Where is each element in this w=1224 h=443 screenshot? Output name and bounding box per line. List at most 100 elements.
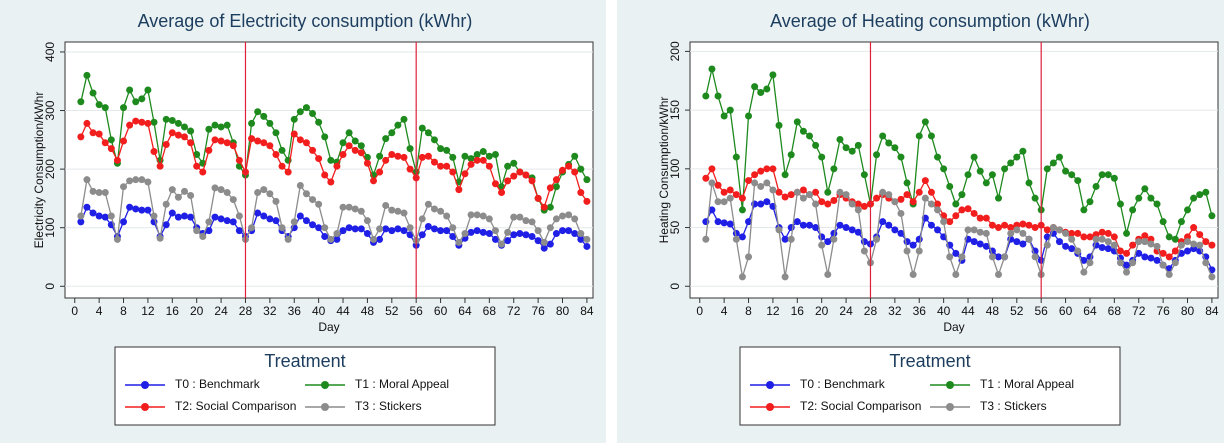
data-point: [211, 121, 219, 129]
x-tick-label: 4: [96, 304, 103, 318]
x-tick-label: 32: [263, 304, 277, 318]
data-point: [1104, 229, 1112, 237]
data-point: [284, 168, 292, 176]
data-point: [1104, 171, 1112, 179]
data-point: [229, 142, 237, 150]
data-point: [394, 121, 402, 129]
legend-label: T3 : Stickers: [355, 399, 422, 413]
data-point: [388, 129, 396, 137]
data-point: [745, 177, 753, 185]
data-point: [83, 176, 91, 184]
data-point: [406, 145, 414, 153]
data-point: [891, 226, 899, 234]
data-point: [799, 186, 807, 194]
data-point: [1001, 221, 1009, 229]
data-point: [162, 115, 170, 123]
data-point: [1019, 147, 1027, 155]
data-point: [934, 153, 942, 161]
data-point: [1086, 259, 1094, 267]
data-point: [254, 189, 262, 197]
data-point: [400, 153, 408, 161]
data-point: [107, 145, 115, 153]
data-point: [793, 218, 801, 226]
data-point: [187, 191, 195, 199]
data-point: [546, 203, 554, 211]
data-point: [126, 177, 134, 185]
data-point: [577, 235, 585, 243]
y-tick-label: 50: [668, 221, 682, 235]
data-point: [376, 235, 384, 243]
data-point: [726, 106, 734, 114]
data-point: [394, 207, 402, 215]
data-point: [400, 209, 408, 217]
data-point: [1110, 174, 1118, 182]
data-point: [126, 203, 134, 211]
y-axis-label: Electricity Consumption/kWhr: [32, 92, 46, 249]
data-point: [296, 136, 304, 144]
data-point: [702, 92, 710, 100]
data-point: [504, 177, 512, 185]
data-point: [168, 129, 176, 137]
data-point: [504, 162, 512, 170]
data-point: [1019, 220, 1027, 228]
data-point: [217, 137, 225, 145]
data-point: [101, 139, 109, 147]
data-point: [278, 162, 286, 170]
data-point: [571, 168, 579, 176]
data-point: [915, 132, 923, 140]
data-point: [1098, 228, 1106, 236]
data-point: [946, 253, 954, 261]
data-point: [836, 135, 844, 143]
data-point: [181, 187, 189, 195]
data-point: [363, 217, 371, 225]
data-point: [181, 123, 189, 131]
data-point: [552, 215, 560, 223]
data-point: [156, 162, 164, 170]
data-point: [952, 200, 960, 208]
data-point: [1007, 224, 1015, 232]
data-point: [1141, 185, 1149, 193]
x-tick-label: 24: [839, 304, 853, 318]
data-point: [726, 186, 734, 194]
data-point: [812, 188, 820, 196]
data-point: [430, 205, 438, 213]
data-point: [101, 104, 109, 112]
data-point: [168, 186, 176, 194]
data-point: [260, 112, 268, 120]
data-point: [934, 206, 942, 214]
data-point: [830, 235, 838, 243]
x-axis-label: Day: [943, 320, 964, 334]
x-tick-label: 4: [721, 304, 728, 318]
data-point: [516, 230, 524, 238]
data-point: [854, 228, 862, 236]
data-point: [95, 130, 103, 138]
data-point: [1123, 229, 1131, 237]
data-point: [1190, 194, 1198, 202]
x-tick-label: 0: [696, 304, 703, 318]
data-point: [726, 194, 734, 202]
data-point: [818, 153, 826, 161]
chart-title: Average of Heating consumption (kWhr): [770, 11, 1090, 31]
y-tick-label: 300: [43, 100, 57, 120]
data-point: [1013, 226, 1021, 234]
data-point: [272, 150, 280, 158]
data-point: [921, 118, 929, 126]
data-point: [1080, 233, 1088, 241]
data-point: [345, 129, 353, 137]
data-point: [430, 158, 438, 166]
data-point: [1080, 268, 1088, 276]
data-point: [995, 194, 1003, 202]
data-point: [559, 212, 567, 220]
data-point: [1184, 238, 1192, 246]
x-tick-label: 60: [1059, 304, 1073, 318]
legend-marker: [141, 381, 149, 389]
data-point: [873, 151, 881, 159]
data-point: [229, 196, 237, 204]
data-point: [1196, 231, 1204, 239]
data-point: [120, 183, 128, 191]
data-point: [296, 108, 304, 116]
data-point: [1068, 229, 1076, 237]
data-point: [848, 147, 856, 155]
data-point: [873, 235, 881, 243]
x-tick-label: 20: [815, 304, 829, 318]
